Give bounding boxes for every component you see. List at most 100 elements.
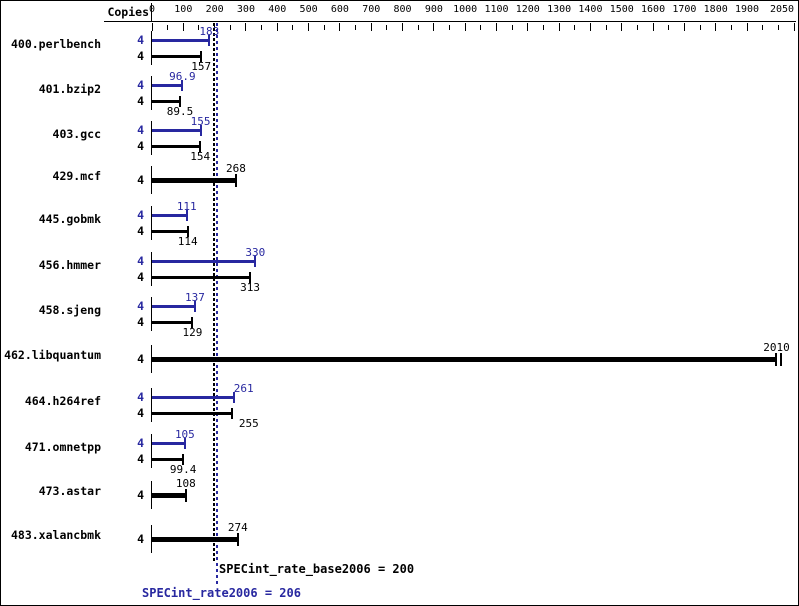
bar-rate <box>152 260 256 263</box>
axis-tick-label: 1500 <box>609 4 634 15</box>
axis-tick <box>386 25 388 30</box>
group-axis-stub <box>151 121 152 155</box>
axis-tick <box>699 25 701 30</box>
bar-base <box>152 55 202 58</box>
value-label-base: 89.5 <box>166 105 194 118</box>
bar-end-cap <box>199 141 202 152</box>
axis-tick <box>762 25 764 30</box>
copies-value: 4 <box>137 173 144 187</box>
axis-tick-label: 0 <box>148 4 156 15</box>
axis-tick <box>167 25 169 30</box>
group-axis-stub <box>151 388 152 422</box>
axis-tick-label: 1200 <box>515 4 540 15</box>
value-label-rate: 111 <box>176 200 197 213</box>
benchmark-label: 473.astar <box>38 484 101 498</box>
axis-tick <box>198 25 200 30</box>
copies-value: 4 <box>137 452 144 466</box>
axis-tick <box>292 25 294 30</box>
axis-tick <box>621 23 623 31</box>
axis-tick <box>402 23 404 31</box>
value-label-rate: 261 <box>233 382 254 395</box>
group-axis-stub <box>151 252 152 286</box>
benchmark-label: 483.xalancbmk <box>10 528 101 542</box>
axis-tick-label: 500 <box>299 4 318 15</box>
axis-tick <box>542 25 544 30</box>
axis-tick-label: 1300 <box>547 4 572 15</box>
base2006-result-label: SPECint_rate_base2006 = 200 <box>219 562 415 576</box>
axis-tick-label: 400 <box>268 4 287 15</box>
benchmark-label: 401.bzip2 <box>38 82 101 96</box>
axis-tick <box>323 25 325 30</box>
bar-end-cap <box>780 353 783 366</box>
value-label-rate: 137 <box>184 291 205 304</box>
axis-tick-label: 1000 <box>453 4 478 15</box>
group-axis-stub <box>151 481 152 509</box>
bar-base <box>152 276 251 279</box>
copies-value: 4 <box>137 406 144 420</box>
axis-tick-label: 1600 <box>641 4 666 15</box>
bar-rate <box>152 39 210 42</box>
group-axis-stub <box>151 434 152 468</box>
axis-tick <box>464 23 466 31</box>
axis-tick-label: 1700 <box>672 4 697 15</box>
bar-end-cap <box>199 125 202 136</box>
bar-end-cap <box>182 454 185 465</box>
value-label-base: 157 <box>191 60 212 73</box>
bar-end-cap <box>191 317 194 328</box>
value-label-base: 99.4 <box>169 463 197 476</box>
axis-tick <box>480 25 482 30</box>
value-label-rate: 105 <box>174 428 195 441</box>
axis-tick <box>151 23 153 31</box>
bar-single <box>152 493 186 498</box>
copies-value: 4 <box>137 139 144 153</box>
bar-base <box>152 412 232 415</box>
value-label-rate: 96.9 <box>169 70 196 83</box>
axis-tick-label: 1100 <box>484 4 509 15</box>
ref-line-base2006 <box>212 23 215 563</box>
axis-tick-label: 1400 <box>578 4 603 15</box>
axis-tick-label: 800 <box>393 4 412 15</box>
bar-rate <box>152 396 234 399</box>
bar-end-cap <box>208 35 211 46</box>
value-label-base: 129 <box>182 326 203 339</box>
bar-end-cap <box>193 301 196 312</box>
value-label-rate: 330 <box>245 246 266 259</box>
copies-value: 4 <box>137 299 144 313</box>
bar-single <box>152 537 238 542</box>
bar-base <box>152 145 201 148</box>
axis-tick <box>636 25 638 30</box>
bar-end-cap <box>181 80 184 91</box>
copies-value: 4 <box>137 33 144 47</box>
benchmark-label: 445.gobmk <box>38 212 101 226</box>
axis-tick <box>182 23 184 31</box>
rate2006-result-label: SPECint_rate2006 = 206 <box>142 586 301 600</box>
bar-end-cap <box>184 489 187 502</box>
axis-tick <box>339 23 341 31</box>
bar-end-cap <box>236 533 239 546</box>
bar-base <box>152 100 181 103</box>
bar-base <box>152 458 184 461</box>
axis-tick <box>793 23 795 31</box>
axis-tick <box>652 23 654 31</box>
axis-tick-label: 600 <box>330 4 349 15</box>
benchmark-label: 429.mcf <box>52 169 101 183</box>
value-label-single: 108 <box>175 477 196 490</box>
copies-value: 4 <box>137 532 144 546</box>
bar-rate <box>152 214 187 217</box>
copies-value: 4 <box>137 390 144 404</box>
axis-tick <box>558 23 560 31</box>
value-label-single: 274 <box>227 521 248 534</box>
axis-tick <box>261 25 263 30</box>
axis-tick-label: 700 <box>362 4 381 15</box>
axis-tick <box>511 25 513 30</box>
bar-end-cap <box>200 51 203 62</box>
value-label-base: 154 <box>190 150 211 163</box>
axis-tick <box>683 23 685 31</box>
axis-tick <box>370 23 372 31</box>
bar-end-cap <box>185 210 188 221</box>
bar-rate <box>152 129 201 132</box>
bar-end-cap <box>234 174 237 187</box>
bar-end-cap <box>179 96 182 107</box>
